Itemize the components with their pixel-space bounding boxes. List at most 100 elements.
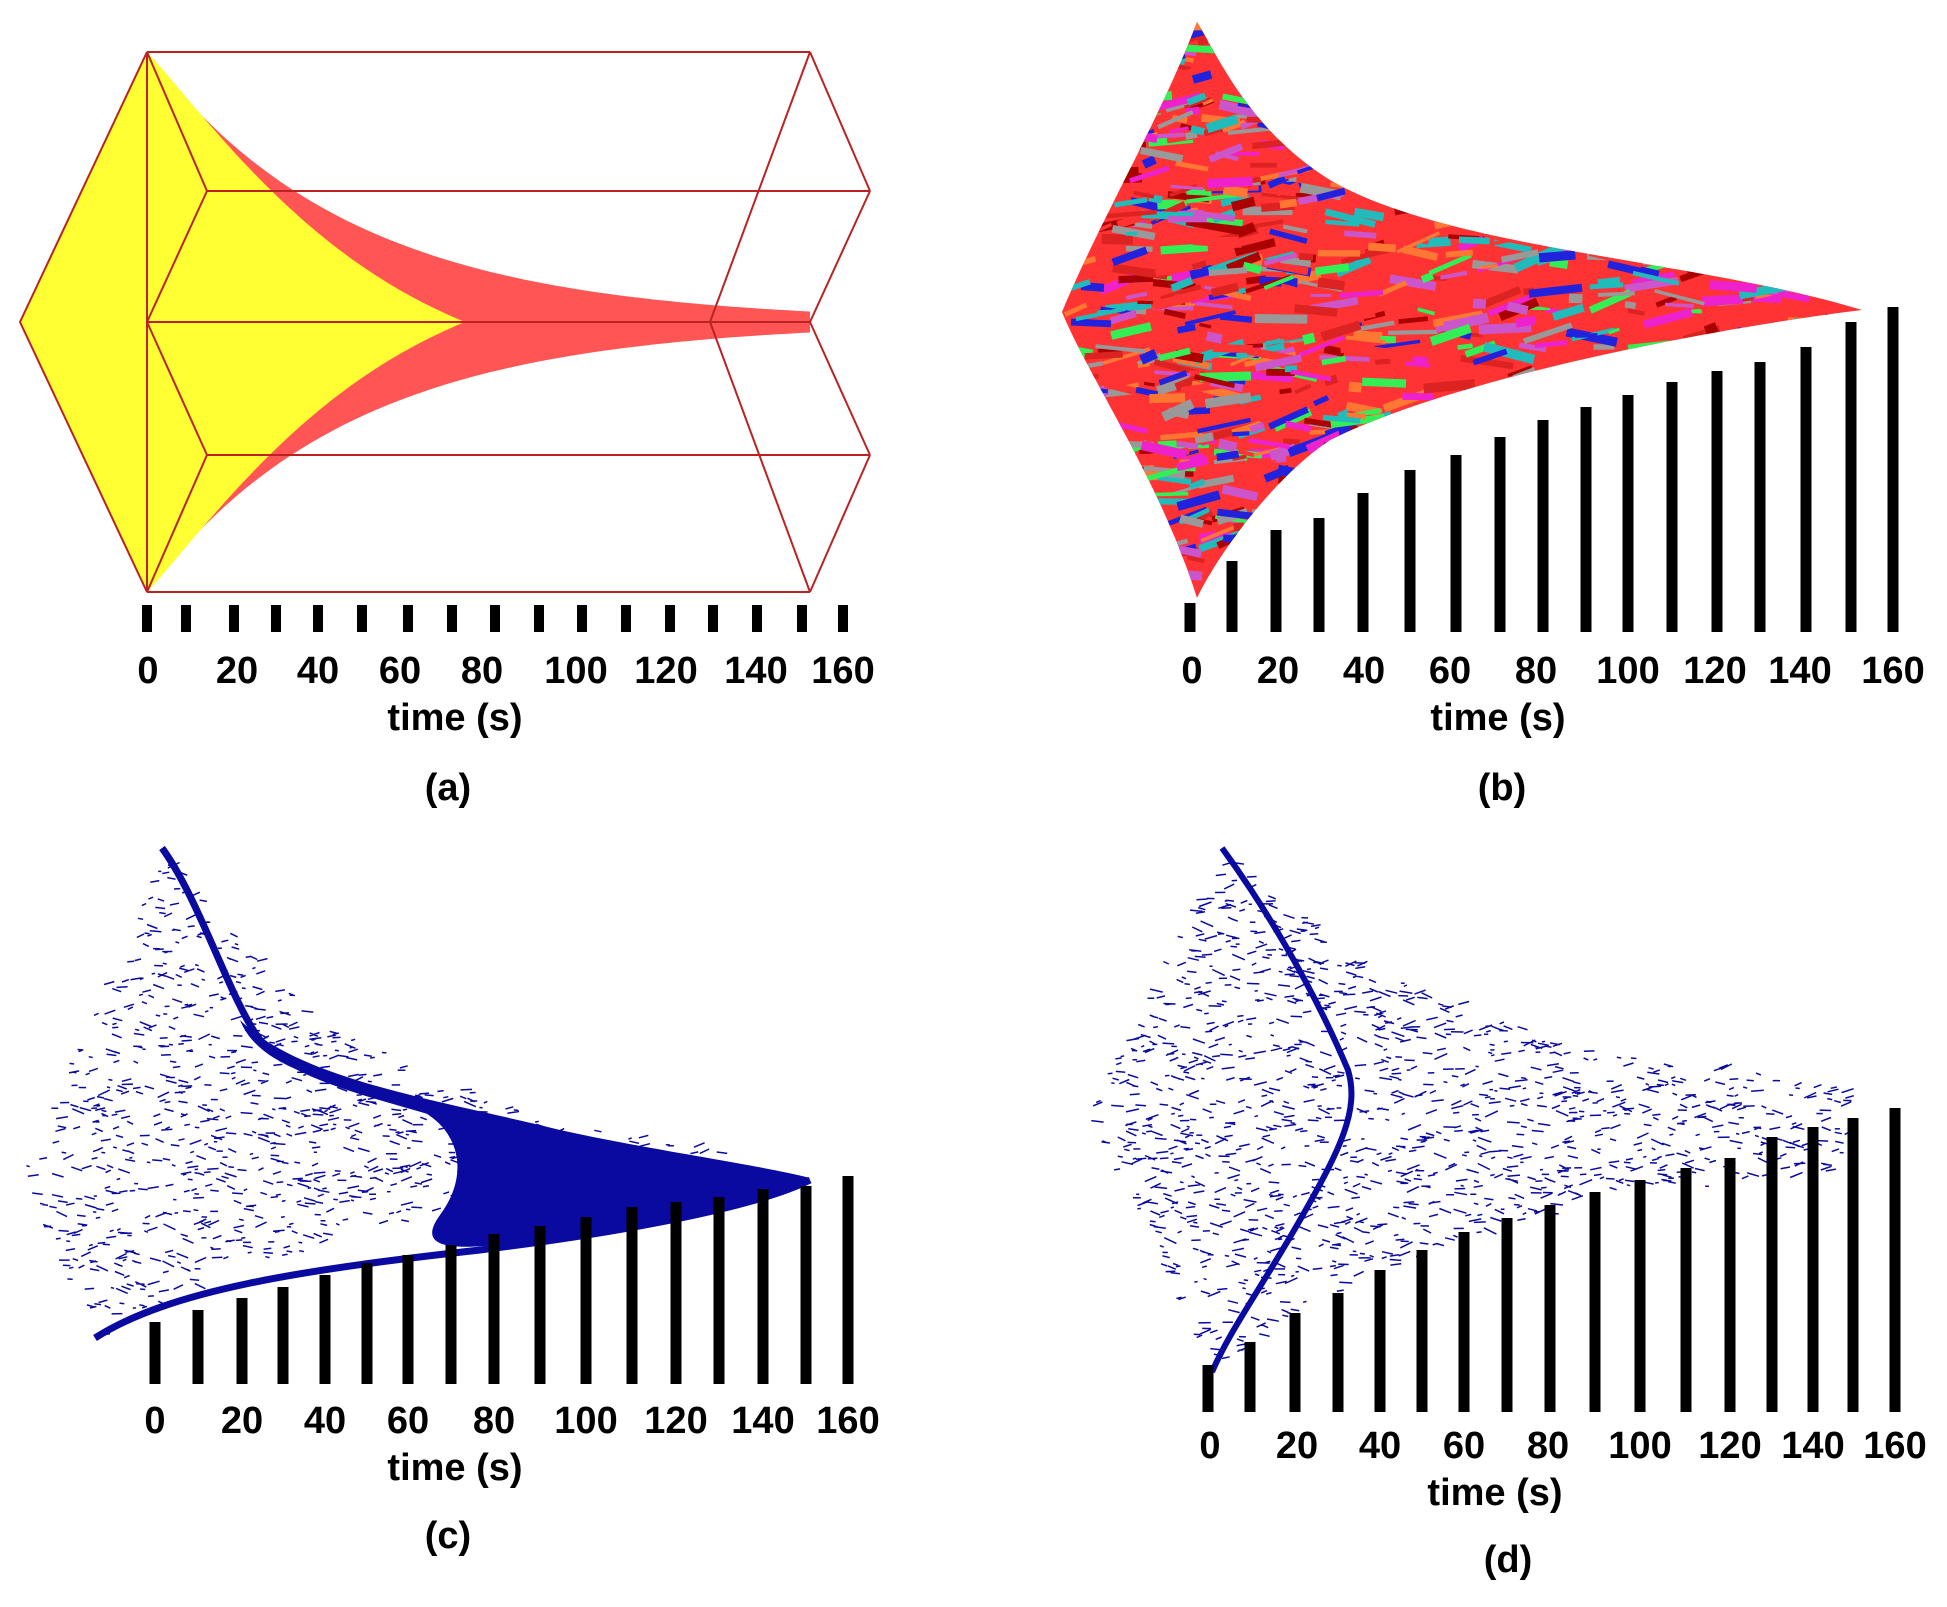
- tick-mark: [142, 605, 152, 632]
- tick-mark: [488, 1234, 500, 1384]
- tick-mark: [713, 1197, 725, 1384]
- tick-mark: [149, 1322, 161, 1384]
- tick-label: 60: [1429, 650, 1471, 692]
- tick-label: 0: [144, 1400, 165, 1442]
- tick-mark: [1680, 1168, 1692, 1412]
- tick-mark: [490, 605, 500, 632]
- tick-mark: [621, 605, 631, 632]
- tick-mark: [1494, 437, 1506, 632]
- tick-mark: [1889, 1108, 1901, 1412]
- tick-mark: [665, 605, 675, 632]
- tick-label: 160: [1861, 650, 1924, 692]
- tick-mark: [797, 605, 807, 632]
- tick-label: 100: [554, 1400, 617, 1442]
- tick-label: 100: [1596, 650, 1659, 692]
- x-axis-label: time (s): [1427, 1472, 1562, 1514]
- dense-blue-region: [240, 1020, 810, 1247]
- tick-mark: [1458, 1232, 1470, 1412]
- tick-mark: [1450, 455, 1462, 632]
- tick-label: 80: [473, 1400, 515, 1442]
- tick-label: 60: [1443, 1425, 1485, 1467]
- panel-c-tick-labels: 0 20 40 60 80 100 120 140 160: [144, 1400, 879, 1442]
- tick-mark: [577, 605, 587, 632]
- tick-mark: [626, 1207, 638, 1384]
- tick-label: 20: [1257, 650, 1299, 692]
- tick-mark: [181, 605, 191, 632]
- tick-mark: [319, 1275, 331, 1384]
- tick-mark: [1416, 1250, 1428, 1412]
- panel-d-tick-labels: 0 20 40 60 80 100 120 140 160: [1199, 1425, 1926, 1467]
- tick-label: 20: [221, 1400, 263, 1442]
- panel-caption: (d): [1484, 1539, 1533, 1581]
- top-ridge-curve: [159, 845, 462, 1124]
- tick-mark: [236, 1298, 248, 1384]
- panel-a: 0 20 40 60 80 100 120 140 160 time (s) (…: [18, 51, 875, 809]
- tick-mark: [1766, 1137, 1778, 1412]
- tick-mark: [361, 1263, 373, 1384]
- tick-mark: [229, 605, 239, 632]
- tick-mark: [1357, 493, 1369, 632]
- tick-mark: [1887, 307, 1899, 632]
- tick-mark: [1847, 1118, 1859, 1412]
- x-axis-label: time (s): [387, 697, 522, 739]
- grain-mosaic-region: [1062, 22, 1862, 598]
- tick-label: 0: [1199, 1425, 1220, 1467]
- particle-trajectories: [1091, 861, 1855, 1372]
- tick-mark: [580, 1217, 592, 1384]
- tick-mark: [1845, 322, 1857, 632]
- tick-label: 160: [811, 650, 874, 692]
- panel-c-tick-marks: [149, 1176, 854, 1384]
- tick-mark: [838, 605, 848, 632]
- tick-label: 40: [297, 650, 339, 692]
- tick-label: 160: [1863, 1425, 1926, 1467]
- tick-mark: [402, 1255, 414, 1384]
- tick-mark: [1332, 1293, 1344, 1412]
- tick-mark: [1244, 1342, 1256, 1412]
- panel-d: 0 20 40 60 80 100 120 140 160 time (s) (…: [1091, 846, 1927, 1581]
- tick-mark: [1589, 1192, 1601, 1412]
- tick-label: 0: [1181, 650, 1202, 692]
- tick-label: 60: [379, 650, 421, 692]
- tick-mark: [1404, 470, 1416, 632]
- panel-caption: (a): [425, 767, 471, 809]
- tick-mark: [708, 605, 718, 632]
- tick-mark: [403, 605, 413, 632]
- tick-label: 120: [1698, 1425, 1761, 1467]
- bottom-edge-curve: [93, 1176, 812, 1341]
- tick-mark: [1270, 530, 1282, 632]
- tick-label: 20: [1276, 1425, 1318, 1467]
- x-axis-label: time (s): [1430, 697, 1565, 739]
- tick-label: 140: [1781, 1425, 1844, 1467]
- ridge-curve: [1209, 846, 1355, 1374]
- panel-a-tick-labels: 0 20 40 60 80 100 120 140 160: [137, 650, 874, 692]
- tick-mark: [1202, 1365, 1214, 1412]
- tick-mark: [1501, 1218, 1513, 1412]
- tick-mark: [1289, 1313, 1301, 1412]
- tick-label: 140: [1768, 650, 1831, 692]
- tick-mark: [445, 1245, 457, 1384]
- tick-label: 120: [634, 650, 697, 692]
- tick-mark: [277, 1287, 289, 1384]
- tick-mark: [1313, 518, 1325, 632]
- tick-mark: [1754, 362, 1766, 632]
- tick-mark: [313, 605, 323, 632]
- tick-label: 100: [544, 650, 607, 692]
- tick-mark: [192, 1310, 204, 1384]
- tick-mark: [534, 605, 544, 632]
- tick-mark: [757, 1189, 769, 1384]
- tick-mark: [1226, 561, 1238, 632]
- tick-mark: [1634, 1180, 1646, 1412]
- tick-label: 140: [724, 650, 787, 692]
- x-axis-label: time (s): [387, 1447, 522, 1489]
- tick-label: 40: [1359, 1425, 1401, 1467]
- tick-label: 80: [1527, 1425, 1569, 1467]
- tick-mark: [271, 605, 281, 632]
- tick-mark: [1537, 420, 1549, 632]
- tick-mark: [447, 605, 457, 632]
- tick-mark: [670, 1202, 682, 1384]
- tick-mark: [357, 605, 367, 632]
- tick-mark: [1724, 1158, 1736, 1412]
- tick-mark: [1622, 395, 1634, 632]
- tick-label: 40: [304, 1400, 346, 1442]
